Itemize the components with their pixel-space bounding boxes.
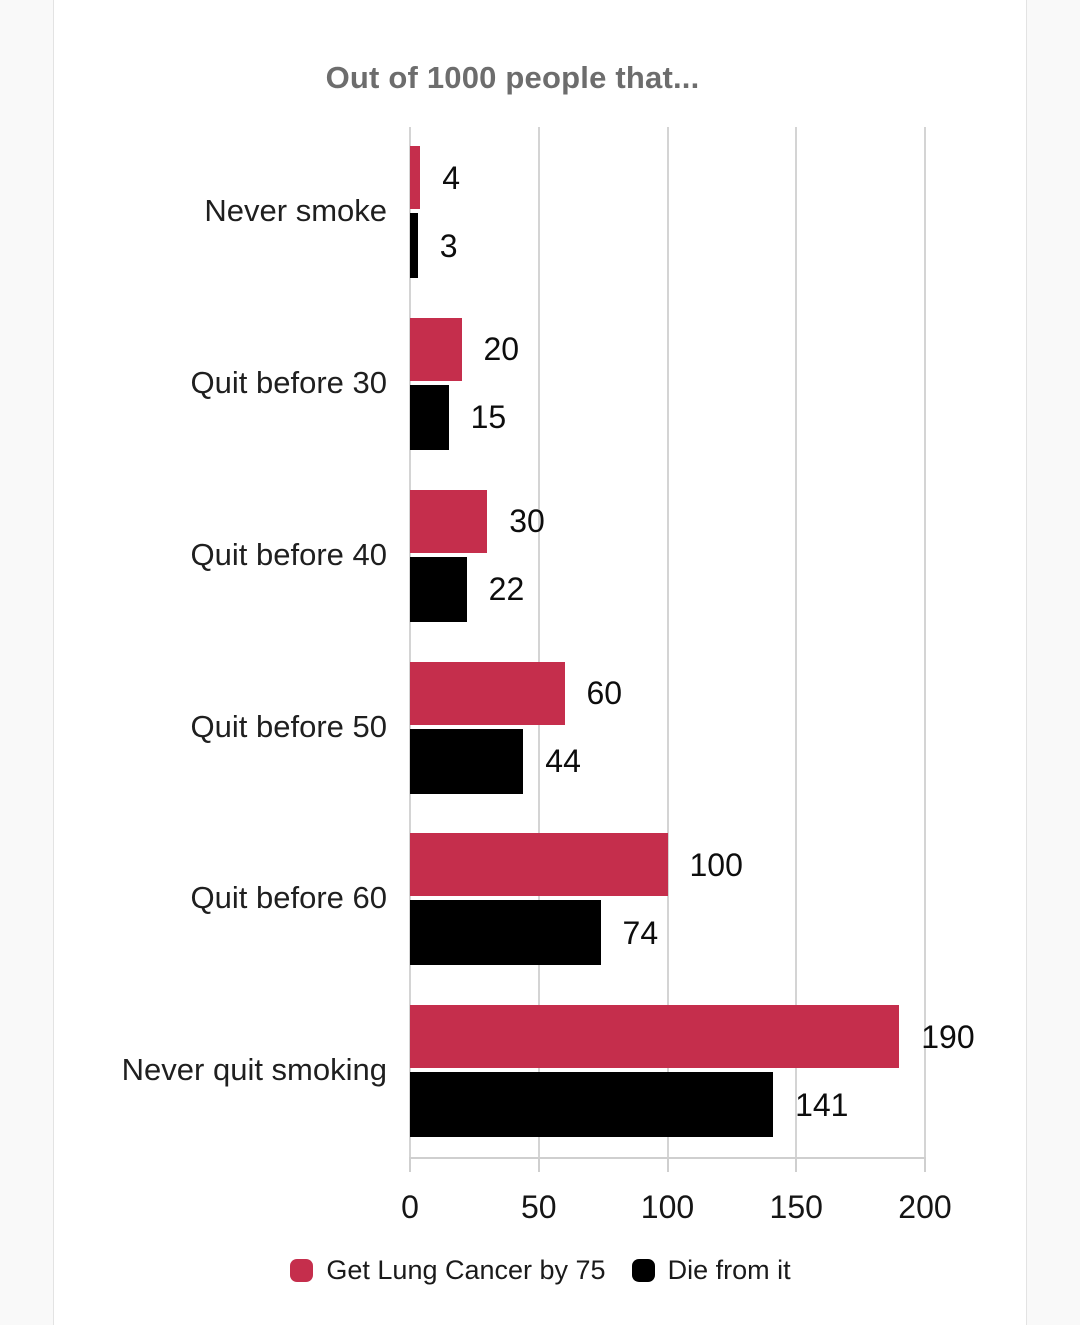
x-tick-mark-0 (409, 1158, 411, 1172)
x-tick-mark-100 (666, 1158, 669, 1172)
category-label-never-quit-smoking: Never quit smoking (121, 1052, 387, 1088)
x-tick-mark-200 (924, 1158, 926, 1172)
x-tick-mark-50 (537, 1158, 540, 1172)
legend-label: Get Lung Cancer by 75 (326, 1254, 606, 1285)
bar-value-die-from-it-never-smoke: 3 (439, 227, 458, 264)
chart-title: Out of 1000 people that... (325, 60, 700, 95)
category-label-quit-before-60: Quit before 60 (190, 880, 387, 916)
x-tick-label-200: 200 (898, 1189, 952, 1225)
chart-legend: Get Lung Cancer by 75 Die from it (55, 1255, 1026, 1285)
legend-label: Die from it (667, 1254, 791, 1285)
x-tick-label-0: 0 (401, 1189, 419, 1225)
bar-get-lung-cancer-by-75-quit-before-50 (410, 661, 565, 725)
bar-get-lung-cancer-by-75-quit-before-30 (410, 317, 462, 381)
page-right-margin (1026, 0, 1080, 1325)
x-tick-label-150: 150 (769, 1189, 823, 1225)
bar-value-die-from-it-never-quit-smoking: 141 (795, 1086, 849, 1123)
bar-value-die-from-it-quit-before-50: 44 (545, 743, 581, 779)
bar-value-get-lung-cancer-by-75-quit-before-40: 30 (509, 503, 545, 540)
legend-swatch-icon (631, 1258, 655, 1282)
page-left-margin (0, 0, 54, 1325)
legend-item-die-from-it: Die from it (631, 1254, 791, 1286)
x-axis-line (409, 1157, 926, 1159)
bar-die-from-it-never-smoke (410, 213, 418, 278)
bar-value-die-from-it-quit-before-60: 74 (622, 914, 659, 951)
bar-value-get-lung-cancer-by-75-quit-before-50: 60 (586, 675, 623, 711)
bar-die-from-it-never-quit-smoking (410, 1072, 774, 1138)
bar-value-die-from-it-quit-before-40: 22 (488, 571, 525, 608)
gridline-50 (537, 127, 540, 1158)
gridline-200 (924, 127, 926, 1158)
bar-die-from-it-quit-before-40 (410, 556, 467, 622)
category-label-quit-before-30: Quit before 30 (190, 364, 387, 400)
gridline-0 (409, 127, 411, 1158)
gridline-150 (795, 127, 798, 1158)
bar-get-lung-cancer-by-75-quit-before-60 (410, 833, 668, 897)
category-label-never-smoke: Never smoke (204, 193, 387, 228)
category-label-quit-before-40: Quit before 40 (190, 536, 387, 572)
legend-item-get-lung-cancer-by-75: Get Lung Cancer by 75 (290, 1254, 606, 1286)
bar-get-lung-cancer-by-75-never-quit-smoking (410, 1005, 900, 1069)
x-tick-label-100: 100 (640, 1189, 695, 1225)
bar-value-get-lung-cancer-by-75-never-quit-smoking: 190 (921, 1018, 975, 1055)
bar-get-lung-cancer-by-75-never-smoke (410, 146, 421, 209)
bar-die-from-it-quit-before-50 (410, 728, 524, 794)
bar-die-from-it-quit-before-30 (410, 384, 449, 450)
bar-value-get-lung-cancer-by-75-quit-before-60: 100 (689, 846, 743, 883)
x-tick-mark-150 (795, 1158, 798, 1172)
bar-value-get-lung-cancer-by-75-quit-before-30: 20 (483, 331, 520, 368)
bar-die-from-it-quit-before-60 (410, 900, 601, 966)
bar-value-get-lung-cancer-by-75-never-smoke: 4 (442, 159, 461, 196)
bar-value-die-from-it-quit-before-30: 15 (470, 399, 507, 436)
x-tick-label-50: 50 (520, 1189, 557, 1225)
category-label-quit-before-50: Quit before 50 (190, 708, 387, 744)
gridline-100 (666, 127, 669, 1158)
legend-swatch-icon (290, 1258, 314, 1282)
bar-get-lung-cancer-by-75-quit-before-40 (410, 489, 488, 553)
